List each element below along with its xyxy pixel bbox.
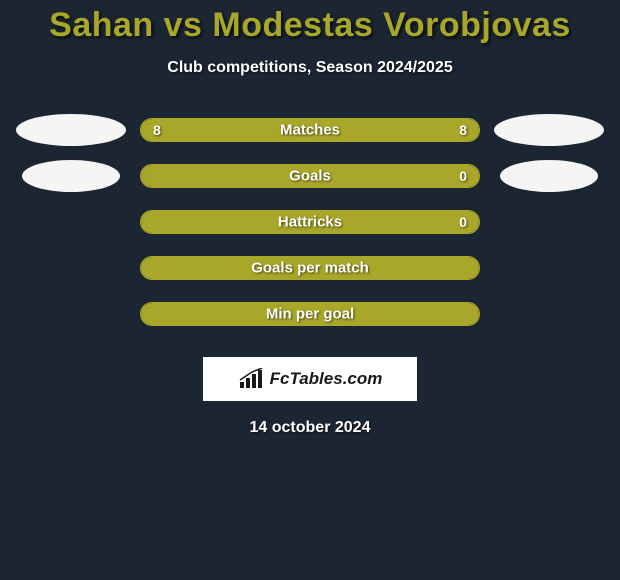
stat-right-value: 0 bbox=[459, 214, 467, 230]
left-ellipse bbox=[22, 160, 120, 192]
stat-row: Goals 0 bbox=[0, 153, 620, 199]
stat-label: Goals bbox=[289, 168, 331, 185]
stat-left-value: 8 bbox=[153, 122, 161, 138]
stat-label: Hattricks bbox=[278, 214, 342, 231]
right-ellipse bbox=[494, 114, 604, 146]
stat-row: Goals per match bbox=[0, 245, 620, 291]
right-side bbox=[480, 114, 618, 146]
page-title: Sahan vs Modestas Vorobjovas bbox=[0, 6, 620, 45]
stat-bar: Goals per match bbox=[140, 256, 480, 280]
left-ellipse bbox=[16, 114, 126, 146]
bar-chart-icon bbox=[238, 368, 266, 390]
stat-label: Min per goal bbox=[266, 306, 354, 323]
stat-row: Hattricks 0 bbox=[0, 199, 620, 245]
stat-label: Matches bbox=[280, 122, 340, 139]
stat-label: Goals per match bbox=[251, 260, 369, 277]
logo-text: FcTables.com bbox=[270, 369, 383, 389]
stat-right-value: 8 bbox=[459, 122, 467, 138]
stat-right-value: 0 bbox=[459, 168, 467, 184]
stat-row: Min per goal bbox=[0, 291, 620, 337]
stat-bar: Hattricks 0 bbox=[140, 210, 480, 234]
stats-rows: 8 Matches 8 Goals 0 bbox=[0, 107, 620, 337]
right-ellipse bbox=[500, 160, 598, 192]
left-side bbox=[2, 160, 140, 192]
stat-bar: Min per goal bbox=[140, 302, 480, 326]
date-label: 14 october 2024 bbox=[0, 419, 620, 437]
stat-row: 8 Matches 8 bbox=[0, 107, 620, 153]
logo-box[interactable]: FcTables.com bbox=[203, 357, 417, 401]
left-side bbox=[2, 114, 140, 146]
stat-bar: 8 Matches 8 bbox=[140, 118, 480, 142]
stat-bar: Goals 0 bbox=[140, 164, 480, 188]
right-side bbox=[480, 160, 618, 192]
subtitle: Club competitions, Season 2024/2025 bbox=[0, 59, 620, 77]
comparison-widget: Sahan vs Modestas Vorobjovas Club compet… bbox=[0, 0, 620, 437]
